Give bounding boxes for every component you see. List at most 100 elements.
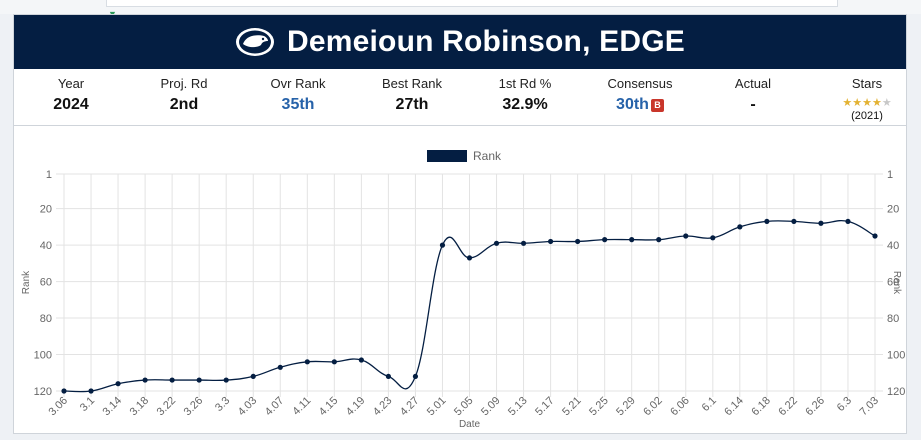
y-tick-label-right: 40 bbox=[887, 240, 899, 252]
stat-value: 27th bbox=[395, 96, 429, 113]
legend-swatch bbox=[427, 150, 467, 162]
star-filled-icon: ★ bbox=[842, 97, 853, 109]
y-tick-label-right: 120 bbox=[887, 386, 905, 398]
rank-data-point bbox=[250, 373, 256, 380]
rank-data-point bbox=[466, 255, 473, 261]
star-empty-icon: ★ bbox=[881, 97, 892, 109]
y-tick-label-right: 80 bbox=[887, 313, 899, 325]
x-tick-label: 3.1 bbox=[78, 395, 97, 414]
rank-data-point bbox=[331, 359, 337, 365]
rank-data-point bbox=[439, 242, 446, 248]
y-tick-label-left: 20 bbox=[40, 204, 52, 216]
stat-label: 1st Rd % bbox=[498, 76, 552, 91]
legend-label: Rank bbox=[473, 149, 502, 163]
rank-data-point bbox=[845, 218, 851, 225]
x-tick-label: 5.21 bbox=[560, 395, 584, 419]
rank-data-point bbox=[710, 235, 716, 241]
search-bar-remnant[interactable] bbox=[106, 0, 838, 7]
prospect-card: Demeioun Robinson, EDGE Year 2024 Proj. … bbox=[13, 14, 907, 434]
y-tick-label-left: 1 bbox=[46, 169, 52, 181]
rank-data-point bbox=[385, 373, 391, 380]
x-tick-label: 6.26 bbox=[803, 395, 827, 419]
stat-year: Year 2024 bbox=[16, 75, 126, 115]
x-tick-label: 5.13 bbox=[506, 395, 530, 419]
x-tick-label: 4.19 bbox=[344, 395, 368, 419]
rank-data-point bbox=[683, 233, 689, 239]
stat-best-rank: Best Rank 27th bbox=[357, 75, 467, 115]
stat-value: - bbox=[750, 96, 756, 113]
stat-actual: Actual - bbox=[698, 75, 808, 115]
x-tick-label: 3.14 bbox=[101, 395, 125, 419]
rank-data-point bbox=[61, 388, 67, 394]
x-tick-label: 4.23 bbox=[371, 395, 395, 419]
x-tick-label: 4.03 bbox=[236, 395, 260, 419]
rank-data-point bbox=[277, 364, 283, 370]
x-tick-label: 5.29 bbox=[614, 395, 638, 419]
rank-data-point bbox=[629, 237, 635, 243]
star-filled-icon: ★ bbox=[871, 97, 882, 109]
x-tick-label: 4.11 bbox=[290, 395, 313, 418]
stars-year: (2021) bbox=[851, 110, 883, 122]
x-tick-label: 6.1 bbox=[700, 395, 719, 414]
x-tick-label: 6.02 bbox=[641, 395, 665, 419]
x-tick-label: 4.07 bbox=[263, 395, 287, 419]
y-axis-title-right: Rank bbox=[891, 271, 902, 295]
y-tick-label-left: 100 bbox=[34, 350, 52, 362]
y-tick-label-right: 1 bbox=[887, 169, 893, 181]
rank-data-point bbox=[223, 377, 229, 383]
team-logo-icon: B bbox=[650, 99, 664, 112]
stat-first-rd-pct: 1st Rd % 32.9% bbox=[470, 75, 580, 115]
stat-ovr-rank: Ovr Rank 35th bbox=[243, 75, 353, 115]
rank-data-point bbox=[169, 377, 175, 383]
y-tick-label-left: 40 bbox=[40, 240, 52, 252]
stats-row: Year 2024 Proj. Rd 2nd Ovr Rank 35th Bes… bbox=[14, 69, 906, 126]
stat-value: 32.9% bbox=[502, 96, 548, 113]
rank-data-point bbox=[196, 377, 202, 383]
x-tick-label: 5.25 bbox=[587, 395, 611, 419]
x-tick-label: 5.17 bbox=[533, 395, 557, 419]
x-axis-title: Date bbox=[459, 419, 481, 430]
rank-data-point bbox=[818, 220, 824, 226]
stat-value-link[interactable]: 30th B bbox=[585, 95, 695, 115]
rank-data-point bbox=[412, 373, 419, 380]
x-tick-label: 3.3 bbox=[213, 395, 232, 414]
rank-data-point bbox=[358, 357, 364, 363]
stat-label: Ovr Rank bbox=[270, 76, 326, 91]
x-tick-label: 3.22 bbox=[155, 395, 179, 419]
x-tick-label: 5.01 bbox=[425, 395, 449, 419]
x-tick-label: 4.27 bbox=[398, 395, 422, 419]
stat-value-link[interactable]: 35th bbox=[281, 96, 315, 113]
nittany-lion-logo-icon bbox=[236, 28, 275, 56]
player-header: Demeioun Robinson, EDGE bbox=[14, 15, 906, 69]
y-tick-label-right: 60 bbox=[887, 277, 899, 289]
rank-data-point bbox=[520, 240, 527, 246]
y-tick-label-right: 100 bbox=[887, 350, 905, 362]
consensus-value[interactable]: 30th bbox=[616, 96, 649, 113]
x-tick-label: 6.22 bbox=[776, 395, 800, 419]
stat-value: 2nd bbox=[169, 96, 199, 113]
stat-consensus: Consensus 30th B bbox=[585, 75, 695, 115]
rank-data-point bbox=[737, 224, 743, 230]
x-tick-label: 6.06 bbox=[668, 395, 692, 419]
x-tick-label: 4.15 bbox=[317, 395, 341, 419]
rank-data-point bbox=[88, 388, 94, 394]
y-tick-label-left: 60 bbox=[40, 277, 52, 289]
x-tick-label: 6.14 bbox=[722, 395, 746, 419]
rank-data-point bbox=[764, 218, 770, 225]
x-tick-label: 3.18 bbox=[128, 395, 152, 419]
rank-data-point bbox=[304, 359, 310, 365]
x-tick-label: 6.3 bbox=[835, 395, 854, 414]
stat-label: Consensus bbox=[607, 76, 673, 91]
rank-data-point bbox=[791, 218, 797, 225]
x-tick-label: 5.05 bbox=[452, 395, 476, 419]
y-axis-title-left: Rank bbox=[21, 270, 32, 294]
y-tick-label-left: 120 bbox=[34, 386, 52, 398]
rank-data-point bbox=[575, 238, 581, 245]
stat-label: Stars bbox=[851, 76, 883, 91]
x-tick-label: 6.18 bbox=[749, 395, 773, 419]
player-name-title: Demeioun Robinson, EDGE bbox=[287, 25, 685, 58]
x-tick-label: 3.26 bbox=[182, 395, 206, 419]
rank-data-point bbox=[548, 238, 554, 245]
rank-data-point bbox=[115, 381, 121, 387]
